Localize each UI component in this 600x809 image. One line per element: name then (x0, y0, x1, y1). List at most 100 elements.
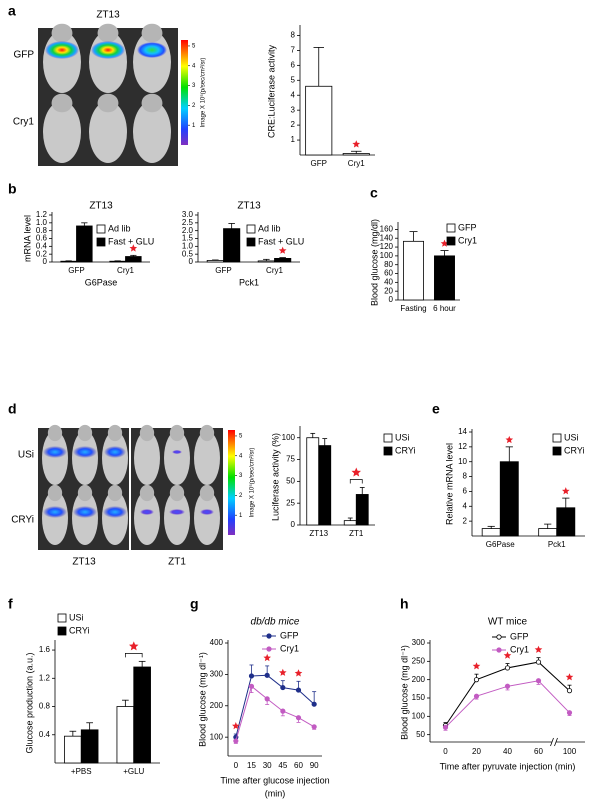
mouse (134, 491, 160, 545)
mouse (134, 431, 160, 485)
axis-break (554, 737, 558, 747)
signal (169, 509, 185, 515)
x-tick-label: Cry1 (266, 266, 283, 275)
bar (318, 445, 332, 526)
mouse (194, 491, 220, 545)
marker (535, 659, 542, 665)
mouse-head (51, 23, 73, 43)
legend-swatch (552, 433, 562, 443)
x-tick-label: 0 (443, 747, 448, 756)
marker (504, 665, 511, 671)
legend-swatch (446, 236, 456, 246)
y-tick-label: 250 (412, 656, 426, 665)
y-axis-label: mRNA level (22, 215, 32, 262)
marker (473, 693, 480, 699)
mouse-head (51, 93, 73, 113)
x-tick-label: 15 (247, 761, 256, 770)
legend-label: CRYi (564, 445, 585, 455)
y-tick-label: 8 (291, 31, 296, 40)
mouse-head (77, 484, 93, 502)
row-label: Cry1 (13, 117, 35, 128)
significance-star (352, 140, 361, 148)
x-tick-label: +GLU (123, 767, 144, 776)
bar (306, 437, 320, 526)
y-tick-label: 140 (380, 233, 394, 242)
y-tick-label: 1.5 (182, 234, 194, 243)
y-tick-label: 80 (384, 260, 393, 269)
legend-label: Fast + GLU (258, 236, 304, 246)
mouse-head (139, 424, 155, 442)
y-tick-label: 6 (291, 60, 296, 69)
legend-swatch (96, 237, 106, 247)
series-line (235, 674, 315, 738)
y-tick-label: 60 (384, 269, 393, 278)
bar (355, 494, 369, 526)
legend-label: Ad lib (108, 223, 131, 233)
image-title: ZT13 (96, 10, 120, 21)
chart-title: db/db mice (251, 617, 300, 628)
y-tick-label: 2 (463, 516, 468, 525)
signal (200, 509, 214, 515)
marker (295, 715, 302, 721)
signal (73, 506, 97, 518)
x-tick-label: 60 (534, 747, 543, 756)
y-tick-label: 1.2 (39, 673, 51, 682)
legend-swatch (383, 433, 393, 443)
y-tick-label: 2 (291, 120, 296, 129)
colorbar-tick-label: 2 (239, 493, 243, 499)
x-tick-label: ZT13 (309, 529, 328, 538)
colorbar-tick-label: 4 (239, 453, 243, 459)
x-axis-label: G6Pase (85, 277, 118, 287)
y-tick-label: 1.2 (36, 210, 48, 219)
mouse-head (169, 484, 185, 502)
mouse-head (139, 484, 155, 502)
legend-swatch (246, 237, 256, 247)
y-tick-label: 8 (463, 472, 468, 481)
legend-label: Cry1 (510, 644, 529, 654)
marker (264, 696, 270, 702)
colorbar-tick-label: 5 (192, 44, 196, 50)
panel-letter: h (400, 596, 409, 612)
y-tick-label: 200 (210, 701, 224, 710)
mouse (133, 101, 171, 163)
marker (311, 701, 317, 707)
colorbar-tick-label: 3 (192, 83, 196, 89)
marker (473, 677, 480, 683)
bar (257, 260, 275, 263)
marker (280, 708, 286, 714)
axis-break-gap (552, 739, 556, 745)
colorbar (228, 430, 235, 535)
y-tick-label: 0 (43, 257, 48, 266)
marker (504, 683, 511, 689)
y-tick-label: 50 (286, 476, 295, 485)
bar (60, 260, 77, 263)
bar (305, 85, 333, 156)
colorbar-tick-label: 3 (239, 473, 243, 479)
signal (104, 446, 126, 458)
marker (264, 672, 270, 678)
marker (280, 684, 286, 691)
bar (343, 520, 357, 526)
y-axis-label: Blood glucose (mg/dl) (369, 219, 379, 306)
marker (566, 710, 573, 716)
panel-letter: b (8, 181, 17, 197)
y-tick-label: 100 (282, 433, 296, 442)
bar (206, 260, 224, 263)
x-tick-label: 90 (310, 761, 319, 770)
y-tick-label: 25 (286, 498, 295, 507)
y-tick-label: 100 (210, 732, 224, 741)
legend-label: USi (69, 612, 84, 622)
y-tick-label: 150 (412, 693, 426, 702)
significance-star (534, 645, 543, 653)
bar (342, 153, 370, 156)
y-tick-label: 0 (291, 520, 296, 529)
x-tick-label: 45 (278, 761, 287, 770)
significance-star (562, 487, 570, 495)
x-tick-label: 0 (234, 761, 239, 770)
x-tick-label: 30 (263, 761, 272, 770)
colorbar-tick-label: 2 (192, 103, 196, 109)
y-tick-label: 1.0 (182, 241, 194, 250)
mouse-head (47, 424, 63, 442)
legend-label: GFP (280, 630, 299, 640)
